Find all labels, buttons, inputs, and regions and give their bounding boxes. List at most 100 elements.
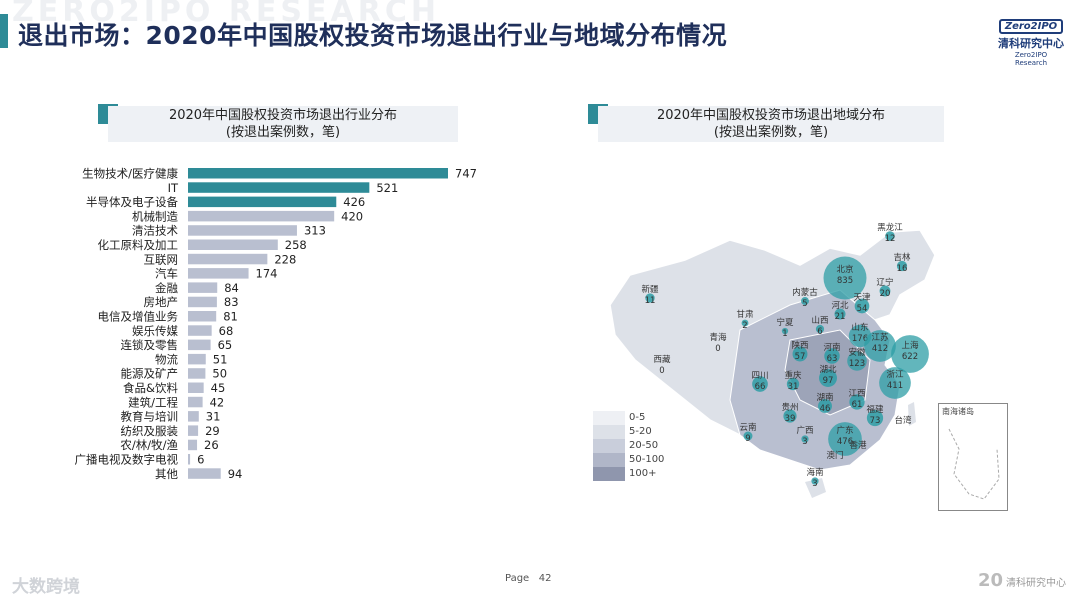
legend-item: 5-20 xyxy=(593,425,675,439)
bar-category-label: 清洁技术 xyxy=(132,224,178,238)
taiwan-island xyxy=(908,402,916,426)
bar xyxy=(188,282,218,293)
map-region-value: 31 xyxy=(788,382,799,392)
bar-value-label: 26 xyxy=(204,438,219,452)
bar xyxy=(188,239,278,250)
footer-logo: 20 清科研究中心 xyxy=(977,570,1066,591)
bar-category-label: 金融 xyxy=(155,281,178,295)
bar-category-label: 机械制造 xyxy=(132,209,178,223)
map-region-value: 476 xyxy=(837,437,853,447)
south-china-sea-inset: 南海诸岛 xyxy=(938,403,1008,511)
bar xyxy=(188,182,370,193)
bar-value-label: 29 xyxy=(205,424,220,438)
map-region-value: 46 xyxy=(820,404,831,414)
bar-value-label: 45 xyxy=(211,381,226,395)
map-bubble xyxy=(781,327,789,335)
map-region-name: 辽宁 xyxy=(876,277,893,288)
watermark: ZERO2IPO RESEARCH xyxy=(12,0,440,29)
bar-category-label: 纺织及服装 xyxy=(121,424,179,438)
bar xyxy=(188,210,335,222)
map-region-value: 97 xyxy=(823,376,834,386)
map-bubble xyxy=(792,346,808,362)
map-region-name: 江苏 xyxy=(871,332,889,343)
map-region-name: 湖北 xyxy=(819,365,837,375)
bar-value-label: 258 xyxy=(285,238,307,252)
page-title: 退出市场：2020年中国股权投资市场退出行业与地域分布情况 xyxy=(18,21,728,50)
bar-category-label: 半导体及电子设备 xyxy=(86,195,178,209)
bar xyxy=(188,425,199,436)
map-region-value: 412 xyxy=(872,344,888,354)
bar-category-label: 能源及矿产 xyxy=(121,367,179,381)
bar xyxy=(188,196,337,208)
bar-category-label: 生物技术/医疗健康 xyxy=(82,167,178,181)
bar-value-label: 6 xyxy=(197,453,204,467)
bar-category-label: 电信及增值业务 xyxy=(98,310,179,324)
bar-category-label: 互联网 xyxy=(144,252,179,266)
bar-category-label: 建筑/工程 xyxy=(128,395,178,409)
map-region-name: 河北 xyxy=(831,300,849,311)
map-bubble xyxy=(815,324,825,334)
map-region-value: 411 xyxy=(887,381,903,391)
bar-value-label: 84 xyxy=(224,281,239,295)
map-region-name: 陕西 xyxy=(791,340,808,351)
bar-category-label: 其他 xyxy=(155,467,178,481)
bar-category-label: 连锁及零售 xyxy=(121,338,179,352)
bar xyxy=(188,296,217,308)
map-region-value: 11 xyxy=(645,296,656,306)
map-region-name: 吉林 xyxy=(893,252,911,263)
map-region-name: 福建 xyxy=(866,404,884,415)
bar-value-label: 31 xyxy=(206,410,221,424)
map-region-value: 622 xyxy=(902,352,918,362)
left-panel-title-line1: 2020年中国股权投资市场退出行业分布 xyxy=(168,108,398,123)
map-bubble xyxy=(783,409,797,423)
title-accent-bar xyxy=(0,14,8,48)
map-region-name: 河南 xyxy=(823,342,840,353)
bar xyxy=(188,396,203,408)
bar-value-label: 426 xyxy=(343,195,365,209)
legend-item: 50-100 xyxy=(593,453,675,467)
map-region-name: 广西 xyxy=(796,425,813,436)
map-bubble xyxy=(828,422,862,456)
left-panel-title: 2020年中国股权投资市场退出行业分布 (按退出案例数，笔) xyxy=(108,106,458,142)
map-region-name: 甘肃 xyxy=(736,309,754,320)
page-label: Page xyxy=(505,573,530,584)
map-region-name: 云南 xyxy=(739,422,756,433)
right-panel-title-line2: (按退出案例数，笔) xyxy=(713,125,829,140)
map-region-name: 浙江 xyxy=(886,369,904,380)
map-region-value: 6 xyxy=(817,327,822,337)
bar xyxy=(188,253,268,265)
map-bubble xyxy=(866,409,884,427)
bar xyxy=(188,168,448,179)
map-bubble xyxy=(818,399,832,413)
footer-brand: 大数跨境 xyxy=(12,577,80,597)
map-region-name: 山东 xyxy=(851,322,868,333)
map-region-value: 835 xyxy=(837,276,853,286)
map-region-name: 新疆 xyxy=(641,284,659,295)
bar-category-label: 广播电视及数字电视 xyxy=(75,453,179,467)
bar-value-label: 68 xyxy=(219,324,234,338)
map-bubble xyxy=(819,369,837,387)
map-bubble xyxy=(834,308,846,320)
right-panel-title-line1: 2020年中国股权投资市场退出地域分布 xyxy=(656,108,886,123)
map-region-value: 73 xyxy=(870,416,881,426)
bar xyxy=(188,411,199,422)
bar-category-label: 食品&饮料 xyxy=(123,381,178,395)
map-region-value: 1 xyxy=(782,329,787,339)
map-region-name: 黑龙江 xyxy=(877,222,903,233)
map-region-value: 21 xyxy=(835,312,846,322)
bar-value-label: 42 xyxy=(210,395,225,409)
map-region-value: 39 xyxy=(785,414,796,424)
map-region-name: 上海 xyxy=(901,340,919,351)
bar-value-label: 420 xyxy=(341,209,363,223)
bar-value-label: 228 xyxy=(274,252,296,266)
bar-value-label: 50 xyxy=(212,367,227,381)
map-bubble xyxy=(879,285,891,297)
map-region-value: 2 xyxy=(742,321,747,331)
map-bubble xyxy=(891,335,929,373)
map-region-value: 12 xyxy=(885,234,896,244)
map-region-value: 0 xyxy=(715,344,720,354)
map-bubble xyxy=(786,377,800,391)
footer-page: Page 42 xyxy=(505,573,552,584)
bar-value-label: 521 xyxy=(376,181,398,195)
right-panel-title: 2020年中国股权投资市场退出地域分布 (按退出案例数，笔) xyxy=(598,106,944,142)
